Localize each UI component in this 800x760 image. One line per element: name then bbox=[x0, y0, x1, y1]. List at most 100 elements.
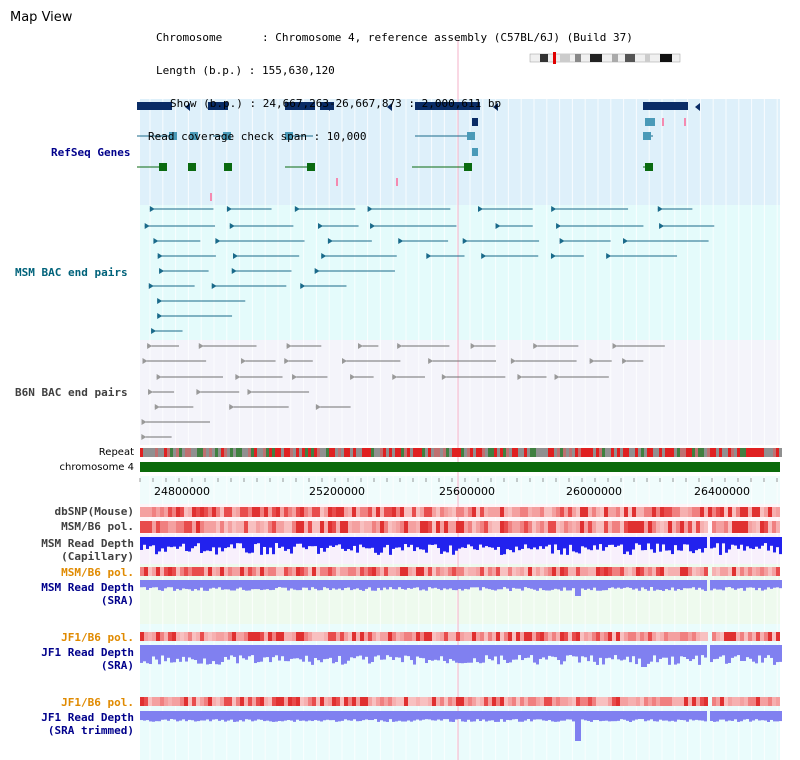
heat-cell bbox=[432, 697, 436, 706]
depth-bar bbox=[479, 645, 482, 664]
msm-bac-label[interactable]: MSM BAC end pairs bbox=[15, 266, 128, 279]
heat-cell bbox=[380, 697, 384, 706]
repeat-cell bbox=[629, 448, 632, 457]
depth-bar bbox=[659, 537, 662, 552]
depth-bar bbox=[425, 537, 428, 553]
heat-cell bbox=[640, 632, 644, 641]
heat-cell bbox=[420, 567, 424, 576]
chromosome-track-label: chromosome 4 bbox=[59, 462, 134, 473]
heat-cell bbox=[392, 521, 396, 533]
heat-cell bbox=[772, 507, 776, 517]
heat-cell bbox=[180, 507, 184, 517]
repeat-cell bbox=[668, 448, 671, 457]
depth-bar bbox=[527, 711, 530, 720]
depth-bar bbox=[440, 537, 443, 554]
depth-bar bbox=[341, 580, 344, 591]
heat-cell bbox=[164, 521, 168, 533]
depth-bar bbox=[269, 711, 272, 722]
heat-cell bbox=[664, 521, 668, 533]
depth-bar bbox=[611, 711, 614, 722]
ideogram-band bbox=[612, 54, 618, 62]
heat-cell bbox=[160, 567, 164, 576]
depth-bar bbox=[554, 711, 557, 722]
repeat-cell bbox=[245, 448, 248, 457]
heat-cell bbox=[404, 697, 408, 706]
heat-cell bbox=[420, 632, 424, 641]
depth-bar bbox=[200, 711, 203, 721]
heat-cell bbox=[148, 507, 152, 517]
heat-cell bbox=[448, 507, 452, 517]
heat-cell bbox=[332, 632, 336, 641]
heat-cell bbox=[684, 507, 688, 517]
heat-cell bbox=[648, 521, 652, 533]
heat-cell bbox=[744, 507, 748, 517]
depth-bar bbox=[149, 580, 152, 589]
heat-cell bbox=[772, 697, 776, 706]
heat-cell bbox=[176, 697, 180, 706]
b6n-end bbox=[533, 343, 539, 349]
refseq-genes-label[interactable]: RefSeq Genes bbox=[51, 146, 131, 159]
depth-bar bbox=[350, 537, 353, 551]
repeat-cell bbox=[446, 448, 449, 457]
depth-bar bbox=[746, 711, 749, 720]
bac-end bbox=[148, 283, 154, 289]
heat-cell bbox=[612, 697, 616, 706]
heat-cell bbox=[316, 632, 320, 641]
heat-cell bbox=[672, 507, 676, 517]
depth-bar bbox=[530, 711, 533, 722]
bac-end bbox=[321, 253, 327, 259]
repeat-cell bbox=[662, 448, 665, 457]
depth-bar bbox=[353, 537, 356, 546]
heat-cell bbox=[188, 521, 192, 533]
depth-bar bbox=[644, 645, 647, 667]
depth-bar bbox=[344, 711, 347, 720]
depth-bar bbox=[500, 645, 503, 656]
heat-cell bbox=[584, 521, 588, 533]
depth-bar bbox=[362, 711, 365, 721]
depth-bar bbox=[305, 580, 308, 588]
repeat-cell bbox=[617, 448, 620, 457]
heat-cell bbox=[668, 567, 672, 576]
depth-bar bbox=[632, 711, 635, 721]
repeat-cell bbox=[365, 448, 368, 457]
depth-bar bbox=[743, 580, 746, 591]
heat-cell bbox=[532, 567, 536, 576]
heat-cell bbox=[292, 521, 296, 533]
heat-cell bbox=[636, 521, 640, 533]
depth-bar bbox=[746, 645, 749, 658]
b6n-bac-label[interactable]: B6N BAC end pairs bbox=[15, 386, 128, 399]
heat-cell bbox=[764, 521, 768, 533]
heat-cell bbox=[560, 697, 564, 706]
depth-bar bbox=[575, 537, 578, 553]
heat-cell bbox=[664, 632, 668, 641]
depth-bar bbox=[533, 580, 536, 590]
depth-bar bbox=[227, 645, 230, 660]
depth-bar bbox=[662, 645, 665, 658]
depth-bar bbox=[356, 537, 359, 553]
msm-b6-pol-label-2: MSM/B6 pol. bbox=[61, 566, 134, 579]
depth-bar bbox=[536, 537, 539, 550]
heat-cell bbox=[224, 632, 228, 641]
depth-bar bbox=[512, 580, 515, 588]
heat-cell bbox=[396, 507, 400, 517]
depth-bar bbox=[734, 580, 737, 590]
heat-cell bbox=[644, 507, 648, 517]
heat-cell bbox=[280, 632, 284, 641]
depth-bar bbox=[518, 711, 521, 722]
depth-bar bbox=[488, 537, 491, 548]
depth-bar bbox=[473, 580, 476, 588]
heat-cell bbox=[336, 567, 340, 576]
depth-bar bbox=[506, 711, 509, 720]
depth-bar bbox=[296, 537, 299, 544]
depth-bar bbox=[422, 711, 425, 720]
depth-bar bbox=[386, 580, 389, 590]
heat-cell bbox=[168, 507, 172, 517]
depth-bar bbox=[296, 645, 299, 659]
depth-bar bbox=[272, 645, 275, 658]
heat-cell bbox=[276, 507, 280, 517]
depth-bar bbox=[359, 711, 362, 722]
heat-cell bbox=[488, 567, 492, 576]
depth-bar bbox=[266, 711, 269, 721]
heat-cell bbox=[592, 632, 596, 641]
repeat-cell bbox=[611, 448, 614, 457]
